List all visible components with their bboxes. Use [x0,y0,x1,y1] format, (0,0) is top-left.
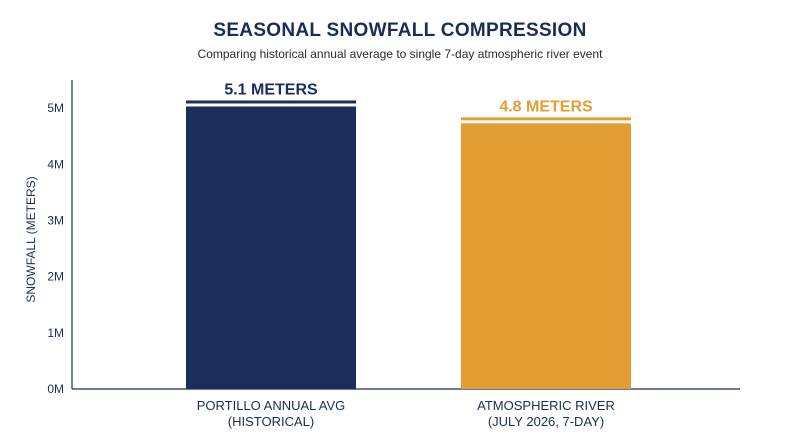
bar-cap [461,117,631,121]
y-tick-label: 3M [47,213,64,227]
category-label: PORTILLO ANNUAL AVG [197,398,346,413]
category-label: ATMOSPHERIC RIVER [477,398,615,413]
y-tick-label: 0M [47,382,64,396]
bar-value-label: 4.8 METERS [499,98,593,115]
category-sublabel: (JULY 2026, 7-DAY) [488,414,604,429]
chart-subtitle: Comparing historical annual average to s… [197,47,603,61]
y-tick-label: 1M [47,326,64,340]
bar-cap [186,100,356,104]
bar-value-label: 5.1 METERS [224,81,318,98]
y-tick-label: 4M [47,157,64,171]
bar [186,106,356,390]
chart-labels: 5.1 METERS PORTILLO ANNUAL AVG(HISTORICAL… [197,81,615,429]
bar [461,123,631,389]
chart-bars [186,100,631,390]
chart-axes: 0M 1M 2M 3M 4M 5M SNOWFALL (METERS) [24,80,740,396]
chart-title: SEASONAL SNOWFALL COMPRESSION [213,20,587,41]
category-sublabel: (HISTORICAL) [228,414,314,429]
y-tick-label: 2M [47,270,64,284]
y-tick-label: 5M [47,101,64,115]
y-axis-title: SNOWFALL (METERS) [24,176,38,302]
